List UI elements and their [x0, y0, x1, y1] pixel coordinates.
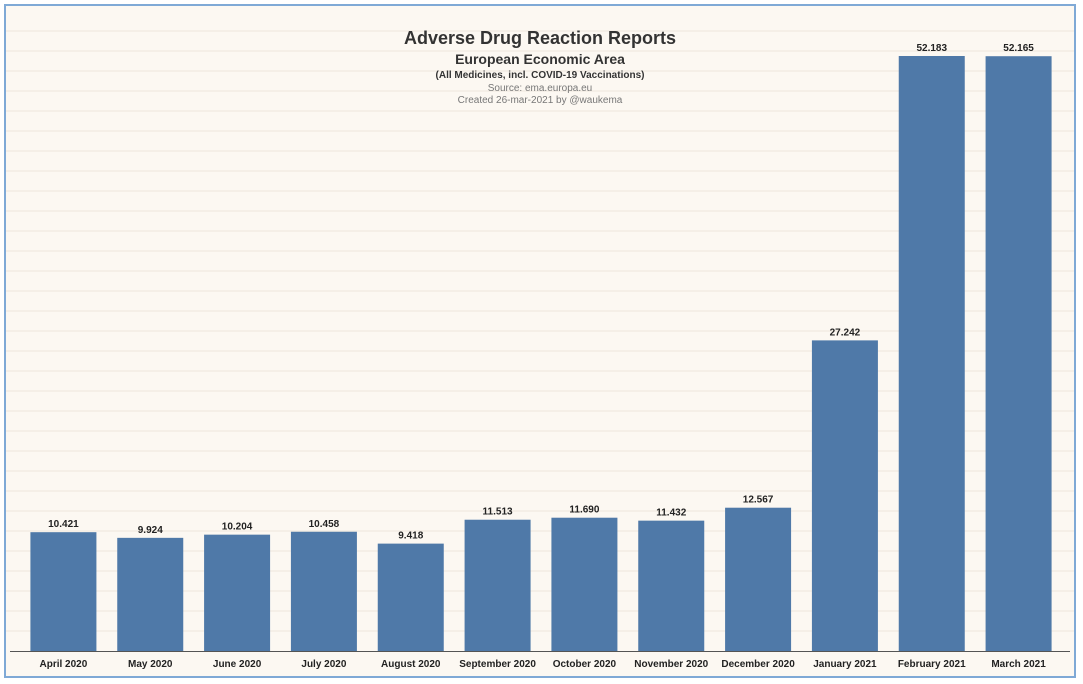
data-label: 10.204 [222, 522, 253, 533]
bar [725, 507, 792, 651]
bar [117, 537, 184, 651]
data-label: 9.924 [138, 525, 163, 536]
data-label: 52.183 [916, 43, 947, 54]
data-label: 11.513 [483, 507, 513, 518]
data-label: 11.432 [656, 508, 686, 519]
bar [551, 517, 618, 651]
data-label: 10.421 [48, 519, 79, 530]
x-tick-label: November 2020 [634, 659, 708, 670]
data-label: 27.242 [830, 327, 861, 338]
x-tick-label: August 2020 [381, 659, 441, 670]
x-tick-label: March 2021 [991, 659, 1046, 670]
category-labels: April 2020 May 2020 June 2020 July 2020 Augu… [40, 659, 1047, 670]
bar [985, 56, 1052, 651]
x-tick-label: May 2020 [128, 659, 173, 670]
chart-frame: 10.421 9.924 10.204 10.458 9.418 11.513 11.690… [4, 4, 1076, 678]
bar [204, 534, 271, 651]
x-tick-label: October 2020 [553, 659, 617, 670]
data-label: 12.567 [743, 495, 774, 506]
chart-subtitle-note: (All Medicines, incl. COVID-19 Vaccinati… [435, 70, 645, 81]
data-label: 52.165 [1003, 43, 1034, 54]
chart-created: Created 26-mar-2021 by @waukema [457, 95, 623, 106]
bar [30, 532, 97, 651]
data-label: 11.690 [569, 505, 599, 516]
data-label: 9.418 [398, 531, 423, 542]
bar [290, 531, 357, 651]
grid-lines [6, 30, 1074, 632]
x-tick-label: January 2021 [813, 659, 877, 670]
x-tick-label: July 2020 [301, 659, 346, 670]
bar [898, 56, 965, 651]
chart-title: Adverse Drug Reaction Reports [403, 28, 677, 48]
x-tick-label: December 2020 [721, 659, 795, 670]
x-tick-label: February 2021 [898, 659, 966, 670]
x-tick-label: June 2020 [213, 659, 262, 670]
bar-chart: 10.421 9.924 10.204 10.458 9.418 11.513 11.690… [6, 30, 1074, 670]
value-labels: 10.421 9.924 10.204 10.458 9.418 11.513 11.690… [48, 43, 1034, 542]
data-label: 10.458 [309, 519, 340, 530]
bar [811, 340, 878, 651]
bar [638, 520, 705, 651]
bar [464, 519, 531, 651]
chart-source: Source: ema.europa.eu [487, 83, 593, 94]
bar [377, 543, 444, 651]
bars [30, 56, 1052, 651]
chart-subtitle: European Economic Area [455, 51, 625, 67]
x-tick-label: April 2020 [40, 659, 88, 670]
x-tick-label: September 2020 [459, 659, 536, 670]
